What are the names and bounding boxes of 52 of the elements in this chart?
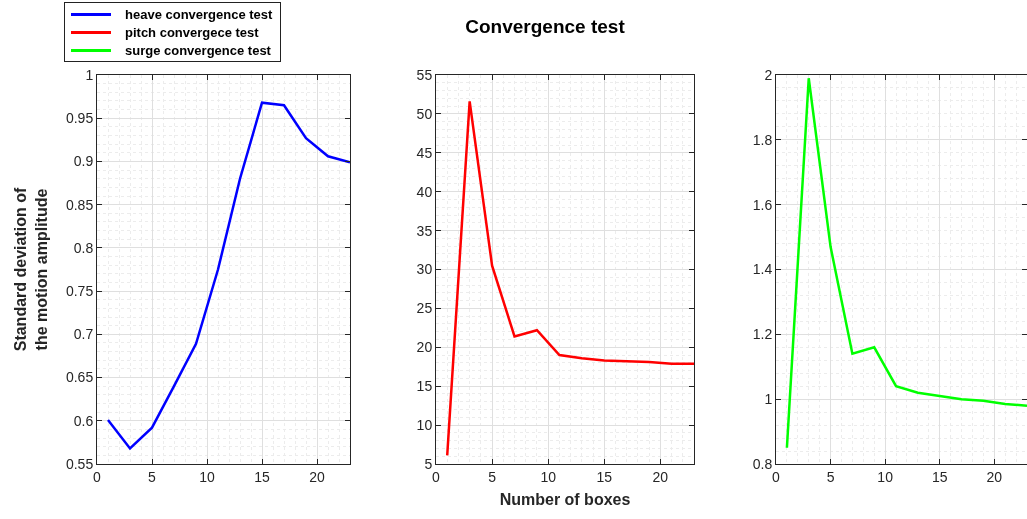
- legend-label: surge convergence test: [125, 42, 271, 58]
- y-tick-label: 1.8: [752, 131, 773, 148]
- legend-label: heave convergence test: [125, 6, 273, 22]
- x-axis-title: Number of boxes: [499, 491, 631, 509]
- y-tick-label: 40: [416, 183, 433, 200]
- x-tick-label: 5: [148, 468, 157, 485]
- y-tick-label: 0.75: [65, 283, 94, 300]
- x-tick-label: 15: [596, 468, 613, 485]
- x-tick-label: 15: [931, 468, 948, 485]
- chart-title: Convergence test: [465, 16, 625, 37]
- y-tick-label: 0.55: [65, 455, 94, 472]
- x-tick-label: 5: [826, 468, 835, 485]
- y-tick-label: 0.85: [65, 196, 94, 213]
- legend-label: pitch convergece test: [125, 24, 259, 40]
- x-tick-label: 10: [199, 468, 215, 485]
- y-tick-label: 1: [85, 66, 94, 83]
- x-tick-label: 0: [772, 468, 781, 485]
- line-series: [106, 101, 350, 450]
- y-tick-label: 35: [416, 222, 433, 239]
- x-tick-label: 20: [309, 468, 325, 485]
- y-tick-label: 2: [764, 66, 773, 83]
- y-tick-label: 30: [416, 261, 433, 278]
- line-series: [785, 76, 1027, 450]
- x-tick-label: 10: [540, 468, 557, 485]
- y-tick-label: 5: [424, 455, 433, 472]
- y-tick-label: 15: [416, 378, 433, 395]
- y-tick-label: 55: [416, 66, 433, 83]
- y-tick-label: 1.6: [752, 196, 773, 213]
- y-tick-label: 45: [416, 144, 433, 161]
- y-tick-label: 0.65: [65, 369, 94, 386]
- x-tick-label: 0: [432, 468, 441, 485]
- line-series: [445, 100, 694, 457]
- y-tick-label: 50: [416, 105, 433, 122]
- y-tick-label: 1.2: [752, 326, 773, 343]
- x-tick-label: 20: [652, 468, 669, 485]
- x-tick-label: 0: [93, 468, 102, 485]
- y-tick-label: 20: [416, 339, 433, 356]
- y-axis-title: Standard deviation of the motion amplitude: [12, 187, 50, 352]
- y-tick-label: 0.6: [73, 412, 94, 429]
- y-tick-label: 0.8: [73, 239, 94, 256]
- y-tick-label: 0.95: [65, 110, 94, 127]
- y-tick-label: 1.4: [752, 261, 773, 278]
- x-tick-label: 5: [488, 468, 497, 485]
- x-tick-label: 15: [254, 468, 270, 485]
- y-tick-label: 10: [416, 417, 433, 433]
- y-tick-label: 0.8: [752, 455, 773, 472]
- x-tick-label: 10: [877, 468, 894, 485]
- x-tick-label: 20: [986, 468, 1003, 485]
- y-tick-label: 0.7: [73, 326, 94, 343]
- y-tick-label: 0.9: [73, 153, 94, 170]
- y-tick-label: 25: [416, 300, 433, 317]
- y-tick-label: 1: [764, 391, 773, 408]
